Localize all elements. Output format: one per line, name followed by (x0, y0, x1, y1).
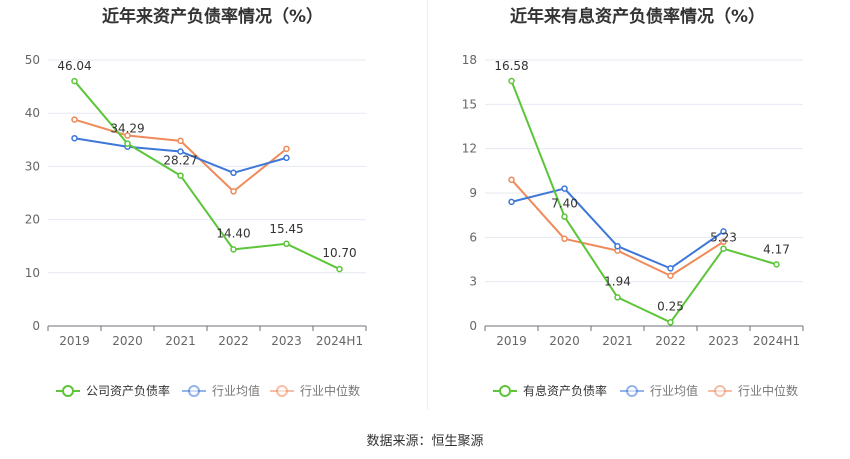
chart-title-right: 近年来有息资产负债率情况（%） (509, 7, 766, 27)
data-label: 34.29 (110, 122, 144, 136)
y-tick-label: 18 (462, 53, 477, 67)
x-tick-label: 2019 (496, 334, 527, 348)
data-label: 10.70 (322, 246, 356, 260)
data-point-average (614, 242, 621, 250)
data-point-median (230, 188, 237, 195)
data-point-company (71, 77, 78, 85)
y-tick-label: 30 (25, 159, 40, 173)
legend-label-median: 行业中位数 (738, 383, 798, 398)
data-point-company (720, 245, 727, 252)
data-point-average (508, 198, 515, 206)
data-point-median (124, 132, 131, 139)
data-point-median (720, 238, 727, 246)
data-point-average (177, 148, 184, 155)
y-tick-label: 0 (32, 319, 40, 333)
legend-marker-company (62, 385, 74, 397)
data-source-label: 数据来源：恒生聚源 (366, 434, 484, 449)
data-point-median (177, 137, 184, 145)
data-point-median (508, 176, 515, 183)
x-tick-label: 2022 (218, 334, 249, 348)
data-label: 14.40 (216, 226, 250, 240)
data-point-company (508, 77, 515, 85)
data-label: 1.94 (604, 274, 631, 288)
data-point-company (773, 261, 780, 268)
x-tick-label: 2021 (602, 334, 633, 348)
x-tick-label: 2019 (59, 334, 90, 348)
data-label: 16.58 (494, 59, 528, 73)
data-point-average (71, 134, 78, 142)
series-line-company (73, 80, 340, 270)
data-label: 5.23 (710, 231, 737, 245)
data-point-company (230, 246, 237, 253)
data-point-median (667, 272, 674, 280)
y-tick-label: 6 (469, 230, 477, 244)
y-tick-label: 3 (469, 275, 477, 289)
x-tick-label: 2020 (112, 334, 143, 348)
legend-marker-average (626, 385, 638, 397)
data-point-company (561, 213, 568, 220)
data-point-average (283, 154, 290, 162)
y-tick-label: 10 (25, 266, 40, 280)
y-tick-label: 15 (462, 97, 477, 111)
data-point-median (561, 235, 568, 243)
legend-marker-company (499, 385, 511, 397)
series-line-company (510, 80, 777, 324)
data-point-average (230, 169, 237, 177)
legend-marker-median (276, 385, 288, 397)
data-label: 28.27 (163, 154, 197, 168)
data-label: 4.17 (763, 242, 790, 256)
data-point-company (614, 294, 621, 301)
legend-label-average: 行业均值 (212, 383, 260, 398)
data-point-company (124, 140, 131, 147)
x-tick-label: 2023 (271, 334, 302, 348)
data-label: 7.40 (551, 197, 578, 211)
y-tick-label: 20 (25, 213, 40, 227)
x-tick-label: 2023 (708, 334, 739, 348)
x-tick-label: 2024H1 (316, 334, 363, 348)
data-label: 46.04 (57, 59, 91, 73)
x-tick-label: 2021 (165, 334, 196, 348)
legend-marker-average (188, 385, 200, 397)
chart-title-left: 近年来资产负债率情况（%） (101, 7, 324, 27)
data-point-company (283, 240, 290, 248)
data-point-median (283, 145, 290, 153)
x-tick-label: 2020 (549, 334, 580, 348)
y-tick-label: 50 (25, 53, 40, 67)
y-tick-label: 40 (25, 106, 40, 120)
data-point-company (667, 319, 674, 326)
y-tick-label: 9 (469, 186, 477, 200)
data-label: 15.45 (269, 222, 303, 236)
x-tick-label: 2024H1 (753, 334, 800, 348)
data-point-average (720, 228, 727, 235)
legend-label-average: 行业均值 (650, 383, 698, 398)
legend-label-company: 公司资产负债率 (86, 383, 170, 398)
panel-divider (427, 0, 428, 410)
legend-label-median: 行业中位数 (300, 383, 360, 398)
data-point-average (667, 265, 674, 272)
data-point-median (71, 116, 78, 123)
data-label: 0.25 (657, 299, 684, 313)
series-line-average (511, 187, 725, 270)
data-point-company (177, 172, 184, 179)
x-tick-label: 2022 (655, 334, 686, 348)
legend-marker-median (714, 385, 726, 397)
data-point-company (336, 265, 343, 273)
legend-label-company: 有息资产负债率 (523, 383, 607, 398)
y-tick-label: 12 (462, 142, 477, 156)
data-point-average (561, 185, 568, 192)
y-tick-label: 0 (469, 319, 477, 333)
